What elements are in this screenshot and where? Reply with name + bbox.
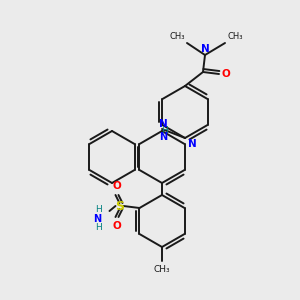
Text: N: N bbox=[93, 214, 101, 224]
Text: H: H bbox=[95, 223, 101, 232]
Text: O: O bbox=[112, 181, 121, 191]
Text: H: H bbox=[161, 126, 167, 135]
Text: CH₃: CH₃ bbox=[154, 265, 170, 274]
Text: CH₃: CH₃ bbox=[169, 32, 185, 41]
Text: N: N bbox=[159, 119, 167, 129]
Text: O: O bbox=[112, 221, 121, 231]
Text: O: O bbox=[221, 69, 230, 79]
Text: N: N bbox=[159, 133, 167, 142]
Text: N: N bbox=[201, 44, 209, 54]
Text: CH₃: CH₃ bbox=[227, 32, 242, 41]
Text: S: S bbox=[115, 200, 124, 212]
Text: H: H bbox=[95, 206, 101, 214]
Text: N: N bbox=[188, 139, 196, 149]
